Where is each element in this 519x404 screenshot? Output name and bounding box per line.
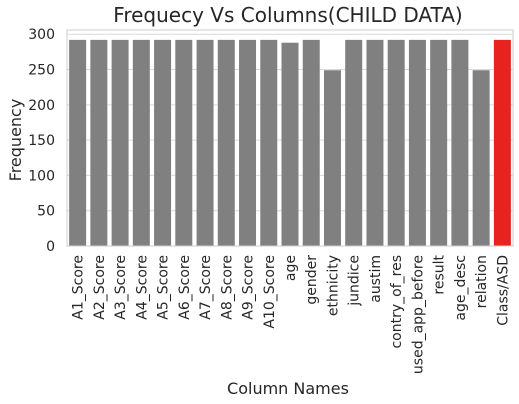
x-tick-label: A8_Score [219,255,235,320]
bar [472,70,490,246]
bar [154,39,172,246]
chart-title: Frequecy Vs Columns(CHILD DATA) [113,3,462,27]
bar [196,39,214,246]
x-tick-label: A9_Score [241,255,257,320]
y-tick-label: 0 [46,239,55,255]
y-tick-label: 250 [28,63,55,79]
bar [366,39,384,246]
bar [175,39,193,246]
x-axis-ticks: A1_Score A2_Score A3_Score A4_Score A5_Score… [71,254,512,374]
bar [387,39,405,246]
bar [451,39,469,246]
bar [132,39,150,246]
y-tick-label: 150 [28,133,55,149]
y-axis-label: Frequency [6,99,25,182]
x-tick-label: A3_Score [113,255,129,320]
plot-frame [66,29,514,247]
x-tick-label: A1_Score [71,255,87,320]
bar [111,39,129,246]
x-tick-label: A6_Score [177,255,193,320]
bar [493,39,511,246]
bar [345,39,363,246]
plot-border [66,29,514,247]
y-tick-label: 200 [28,98,55,114]
x-tick-label: austim [368,255,384,303]
bar [69,39,87,246]
x-tick-label: Class/ASD [495,255,511,326]
x-tick-label: A4_Score [134,255,150,320]
bar [90,39,108,246]
x-tick-label: gender [304,255,320,305]
x-tick-label: jundice [347,255,363,307]
y-axis-ticks: 0 50 100 150 200 250 300 [28,27,55,255]
bar [430,39,448,246]
x-tick-label: A10_Score [262,255,278,329]
bars [69,39,511,246]
bar [239,39,257,246]
bar [217,39,235,246]
bar [281,42,299,246]
x-tick-label: contry_of_res [389,255,405,349]
x-tick-label: A2_Score [92,255,108,320]
bar [323,70,341,246]
bar [408,39,426,246]
x-tick-label: A5_Score [156,255,172,320]
y-tick-label: 300 [28,27,55,43]
x-axis-label: Column Names [227,379,349,398]
x-tick-label: ethnicity [325,255,341,316]
x-tick-label: age [283,255,299,281]
x-tick-label: relation [474,255,490,308]
x-tick-label: used_app_before [410,255,426,374]
x-tick-label: age_desc [453,255,469,321]
y-tick-label: 50 [37,204,55,220]
bar [260,39,278,246]
x-tick-label: A7_Score [198,255,214,320]
bar [302,39,320,246]
y-tick-label: 100 [28,168,55,184]
x-tick-label: result [432,254,448,294]
